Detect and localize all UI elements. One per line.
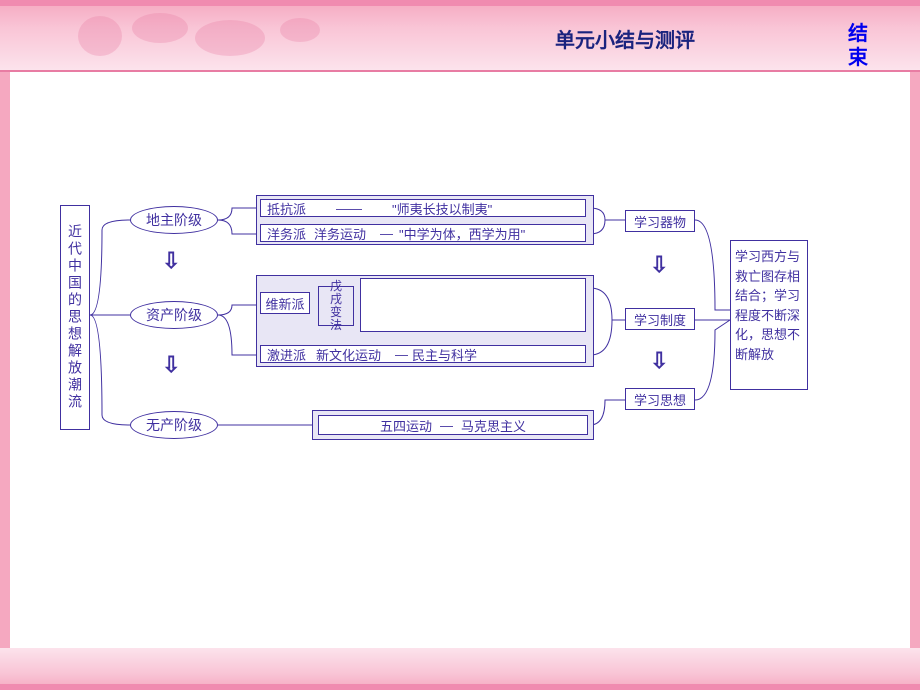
slogan-shiyi: "师夷长技以制夷" [392, 199, 492, 218]
mayfourth-row: 五四运动 — 马克思主义 [318, 415, 588, 435]
class-proletariat: 无产阶级 [130, 411, 218, 439]
down-arrow-icon: ⇩ [162, 248, 180, 274]
dash-icon: —— [336, 201, 362, 216]
frame-right [910, 0, 920, 690]
dash-icon: — [380, 226, 393, 241]
learn-implements: 学习器物 [625, 210, 695, 232]
root-topic: 近代中国的思想解放潮流 [60, 205, 90, 430]
end-link[interactable]: 结束 [848, 22, 870, 70]
world-map-decoration [60, 8, 360, 63]
mayfourth: 五四运动 [380, 416, 432, 435]
down-arrow-icon: ⇩ [650, 252, 668, 278]
frame-left [0, 0, 10, 690]
faction-resist: 抵抗派 [267, 199, 306, 218]
page-title: 单元小结与测评 [555, 24, 695, 53]
down-arrow-icon: ⇩ [650, 348, 668, 374]
newculture: 新文化运动 [316, 345, 381, 364]
wuxu-border [360, 278, 586, 332]
faction-reform: 维新派 [260, 292, 310, 314]
dash-icon: — [440, 418, 453, 433]
faction-resist-row: 抵抗派 —— "师夷长技以制夷" [260, 199, 586, 217]
class-landlord: 地主阶级 [130, 206, 218, 234]
dash-icon: — [395, 347, 408, 362]
frame-bottom [0, 648, 920, 690]
faction-radical: 激进派 [267, 345, 306, 364]
slogan-democracy: 民主与科学 [412, 345, 477, 364]
concept-diagram: 近代中国的思想解放潮流 地主阶级 资产阶级 无产阶级 ⇩ ⇩ 抵抗派 —— "师… [60, 200, 880, 460]
yangwu-movement: 洋务运动 [314, 224, 366, 243]
class-bourgeois: 资产阶级 [130, 301, 218, 329]
summary-box: 学习西方与救亡图存相结合；学习程度不断深化，思想不断解放 [730, 240, 808, 390]
marxism: 马克思主义 [461, 416, 526, 435]
wuxu-reform: 戊戌变法 [318, 286, 354, 326]
slogan-zhongti: "中学为体，西学为用" [399, 224, 525, 243]
frame-top [0, 0, 920, 72]
faction-yangwu: 洋务派 [267, 224, 306, 243]
learn-thought: 学习思想 [625, 388, 695, 410]
learn-institution: 学习制度 [625, 308, 695, 330]
faction-radical-row: 激进派 新文化运动 — 民主与科学 [260, 345, 586, 363]
faction-yangwu-row: 洋务派 洋务运动 — "中学为体，西学为用" [260, 224, 586, 242]
down-arrow-icon: ⇩ [162, 352, 180, 378]
